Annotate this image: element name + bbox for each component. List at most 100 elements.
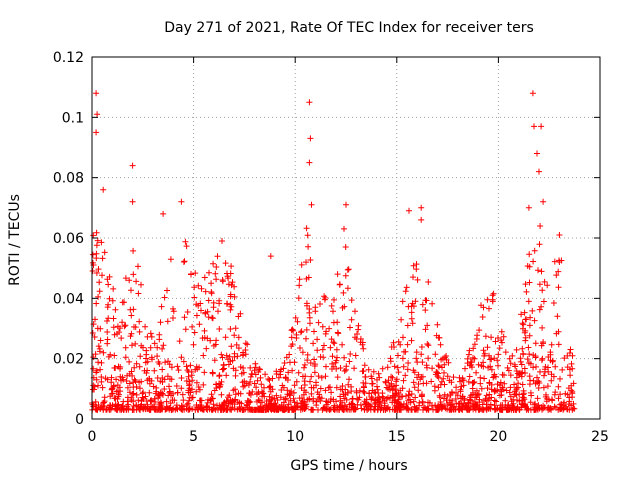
data-point [436,334,443,341]
data-point [330,319,337,326]
data-point [154,353,161,360]
data-point [352,308,358,315]
data-point [280,399,287,406]
data-point [156,403,163,410]
data-point [552,363,559,370]
data-point [397,406,403,413]
data-point [316,391,323,398]
data-point [234,406,241,413]
data-point [491,371,498,378]
data-point [98,374,105,380]
data-point [166,383,172,390]
data-point [96,288,103,295]
data-point [331,340,338,347]
data-point [132,378,139,385]
data-point [485,364,492,371]
data-point [359,368,366,375]
data-point [547,351,554,358]
data-point [113,376,120,383]
data-point [133,360,140,367]
data-point [495,335,501,341]
data-point [530,258,537,265]
data-point [303,335,309,342]
data-point [303,275,310,282]
data-point [553,272,560,279]
data-point [189,377,196,384]
data-point [131,364,138,371]
data-point [364,406,370,413]
data-point [518,361,525,368]
data-point [541,372,547,379]
data-point [110,324,117,331]
data-point [295,369,302,376]
data-point [531,123,537,130]
data-point [434,321,441,328]
data-point [254,377,261,384]
data-point [431,387,438,394]
data-point [92,316,98,323]
data-point [282,375,289,382]
data-point [534,374,540,381]
data-point [231,293,238,300]
data-point [532,406,539,412]
data-point [488,356,495,363]
data-point [192,406,199,413]
data-point [325,384,332,391]
data-point [415,371,422,378]
y-tick-label: 0.1 [62,110,84,126]
data-point [255,389,262,396]
data-point [242,347,249,353]
data-point [135,263,141,270]
data-point [371,389,378,396]
data-point [130,306,137,313]
data-point [409,320,416,327]
data-point [429,365,436,372]
data-point [257,403,264,410]
data-point [456,374,463,381]
data-point [537,223,544,229]
data-point [569,365,576,372]
data-point [252,360,259,367]
data-point [231,350,238,357]
data-point [188,271,194,278]
data-point [232,367,239,374]
data-point [184,367,191,374]
data-point [167,256,174,263]
data-point [105,353,112,360]
data-point [306,99,313,106]
data-point [184,400,191,407]
data-point [406,207,412,214]
data-point [368,403,375,410]
data-point [307,320,313,327]
data-point [100,186,107,193]
data-point [219,354,226,361]
data-point [395,352,401,359]
data-point [569,352,576,359]
data-point [287,397,294,404]
data-point [222,260,229,267]
data-point [331,296,337,303]
data-point [312,304,319,311]
data-point [183,378,190,384]
data-point [164,318,171,325]
data-point [168,392,174,399]
data-point [510,406,517,413]
data-point [548,341,555,348]
data-point [524,356,531,363]
data-point [444,393,451,400]
data-point [111,331,118,338]
data-point [462,365,468,372]
data-point [515,380,522,387]
data-point [387,395,393,402]
data-point [315,373,322,380]
data-point [93,229,100,236]
data-point [404,406,410,413]
data-point [466,396,473,403]
data-point [436,392,443,399]
data-point [418,351,425,358]
x-tick-label: 25 [591,429,609,445]
data-point [118,377,124,384]
data-point [535,267,541,274]
data-point [411,384,418,391]
data-point [273,368,280,375]
